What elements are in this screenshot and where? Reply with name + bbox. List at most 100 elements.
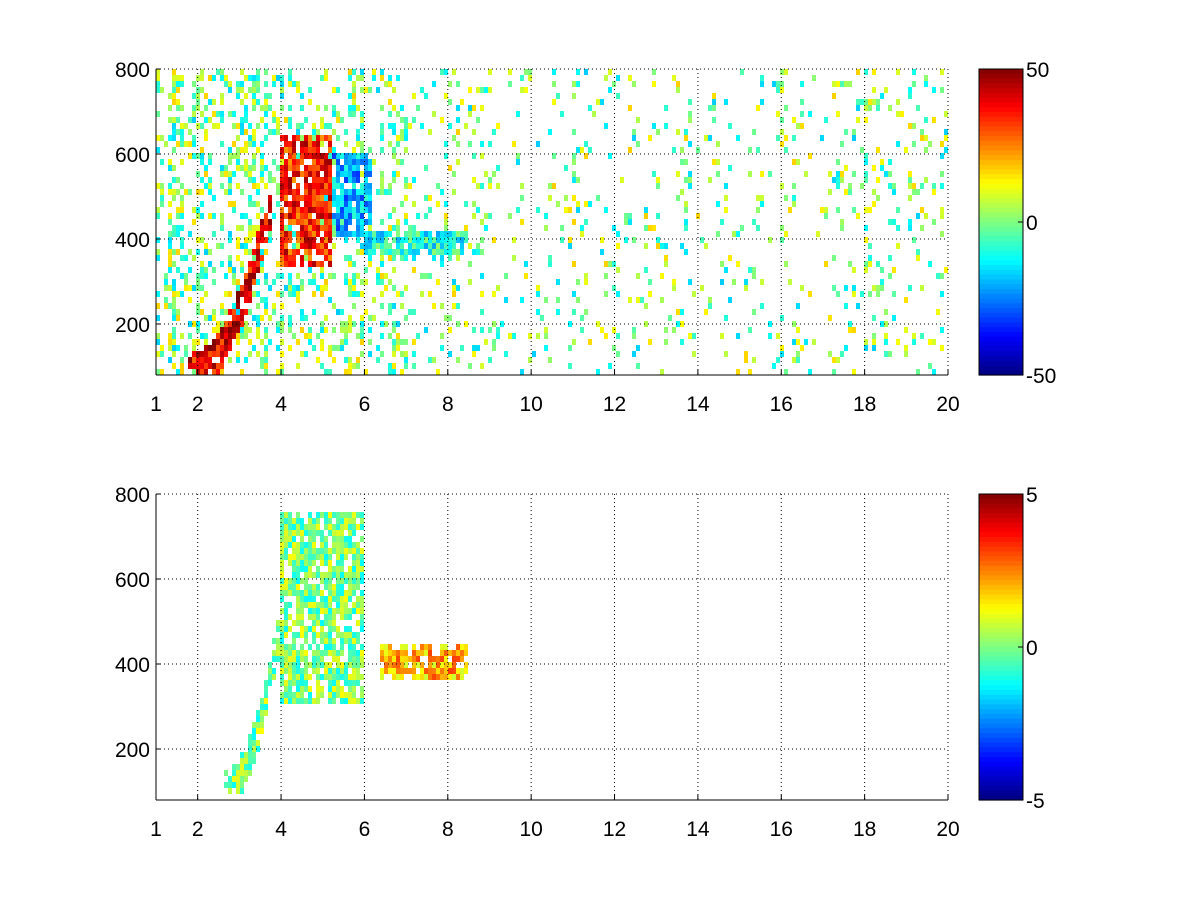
heatmap-cell bbox=[320, 177, 324, 183]
heatmap-cell bbox=[348, 261, 352, 267]
heatmap-cell bbox=[484, 87, 488, 93]
heatmap-cell bbox=[204, 369, 208, 375]
heatmap-cell bbox=[720, 261, 724, 267]
heatmap-cell bbox=[384, 81, 388, 87]
heatmap-cell bbox=[840, 81, 844, 87]
heatmap-cell bbox=[264, 327, 268, 333]
heatmap-cell bbox=[200, 159, 204, 165]
heatmap-cell bbox=[896, 111, 900, 117]
heatmap-cell bbox=[300, 620, 304, 626]
heatmap-cell bbox=[348, 231, 352, 237]
heatmap-cell bbox=[848, 183, 852, 189]
heatmap-cell bbox=[212, 267, 216, 273]
heatmap-cell bbox=[352, 171, 356, 177]
heatmap-cell bbox=[340, 345, 344, 351]
heatmap-cell bbox=[344, 632, 348, 638]
colorbar-segment bbox=[979, 537, 1023, 543]
heatmap-cell bbox=[308, 165, 312, 171]
heatmap-cell bbox=[824, 261, 828, 267]
heatmap-cell bbox=[208, 345, 212, 351]
heatmap-cell bbox=[308, 333, 312, 339]
heatmap-cell bbox=[176, 309, 180, 315]
heatmap-cell bbox=[156, 87, 160, 93]
heatmap-cell bbox=[300, 596, 304, 602]
heatmap-cell bbox=[448, 674, 452, 680]
heatmap-cell bbox=[316, 285, 320, 291]
heatmap-cell bbox=[308, 243, 312, 249]
heatmap-cell bbox=[436, 668, 440, 674]
heatmap-cell bbox=[588, 201, 592, 207]
heatmap-cell bbox=[288, 584, 292, 590]
heatmap-cell bbox=[392, 656, 396, 662]
heatmap-cell bbox=[400, 351, 404, 357]
heatmap-cell bbox=[452, 279, 456, 285]
heatmap-cell bbox=[340, 674, 344, 680]
heatmap-cell bbox=[192, 363, 196, 369]
heatmap-cell bbox=[544, 213, 548, 219]
heatmap-cell bbox=[344, 674, 348, 680]
heatmap-cell bbox=[372, 159, 376, 165]
heatmap-cell bbox=[412, 339, 416, 345]
heatmap-cell bbox=[440, 303, 444, 309]
heatmap-cell bbox=[196, 249, 200, 255]
heatmap-cell bbox=[368, 201, 372, 207]
heatmap-cell bbox=[324, 578, 328, 584]
heatmap-cell bbox=[292, 201, 296, 207]
heatmap-cell bbox=[348, 93, 352, 99]
heatmap-cell bbox=[492, 291, 496, 297]
heatmap-cell bbox=[920, 183, 924, 189]
heatmap-cell bbox=[856, 105, 860, 111]
heatmap-cell bbox=[380, 255, 384, 261]
heatmap-cell bbox=[464, 668, 468, 674]
heatmap-cell bbox=[292, 189, 296, 195]
heatmap-cell bbox=[448, 237, 452, 243]
colorbar-segment bbox=[979, 551, 1023, 557]
heatmap-cell bbox=[700, 237, 704, 243]
heatmap-cell bbox=[312, 698, 316, 704]
heatmap-cell bbox=[812, 339, 816, 345]
heatmap-cell bbox=[336, 518, 340, 524]
heatmap-cell bbox=[192, 81, 196, 87]
heatmap-cell bbox=[452, 69, 456, 75]
x-tick-label: 16 bbox=[770, 818, 793, 841]
heatmap-cell bbox=[836, 81, 840, 87]
heatmap-cell bbox=[344, 626, 348, 632]
heatmap-cell bbox=[240, 189, 244, 195]
heatmap-cell bbox=[460, 656, 464, 662]
heatmap-cell bbox=[292, 518, 296, 524]
heatmap-cell bbox=[424, 650, 428, 656]
heatmap-cell bbox=[488, 69, 492, 75]
heatmap-cell bbox=[344, 542, 348, 548]
heatmap-cell bbox=[308, 674, 312, 680]
heatmap-cell bbox=[312, 632, 316, 638]
heatmap-cell bbox=[288, 81, 292, 87]
heatmap-cell bbox=[300, 536, 304, 542]
heatmap-cell bbox=[176, 105, 180, 111]
heatmap-cell bbox=[428, 237, 432, 243]
heatmap-cell bbox=[168, 165, 172, 171]
heatmap-cell bbox=[296, 285, 300, 291]
heatmap-cell bbox=[328, 596, 332, 602]
heatmap-cell bbox=[544, 327, 548, 333]
heatmap-cell bbox=[388, 309, 392, 315]
heatmap-cell bbox=[940, 273, 944, 279]
heatmap-cell bbox=[400, 303, 404, 309]
heatmap-cell bbox=[348, 638, 352, 644]
heatmap-cell bbox=[380, 303, 384, 309]
heatmap-cell bbox=[348, 219, 352, 225]
heatmap-cell bbox=[360, 650, 364, 656]
heatmap-cell bbox=[336, 560, 340, 566]
heatmap-cell bbox=[336, 512, 340, 518]
heatmap-cell bbox=[852, 267, 856, 273]
heatmap-cell bbox=[296, 249, 300, 255]
heatmap-cell bbox=[940, 207, 944, 213]
heatmap-cell bbox=[328, 153, 332, 159]
heatmap-cell bbox=[200, 69, 204, 75]
heatmap-cell bbox=[388, 123, 392, 129]
heatmap-cell bbox=[408, 656, 412, 662]
heatmap-cell bbox=[264, 111, 268, 117]
heatmap-cell bbox=[328, 231, 332, 237]
heatmap-cell bbox=[308, 686, 312, 692]
heatmap-cell bbox=[360, 644, 364, 650]
heatmap-cell bbox=[864, 99, 868, 105]
